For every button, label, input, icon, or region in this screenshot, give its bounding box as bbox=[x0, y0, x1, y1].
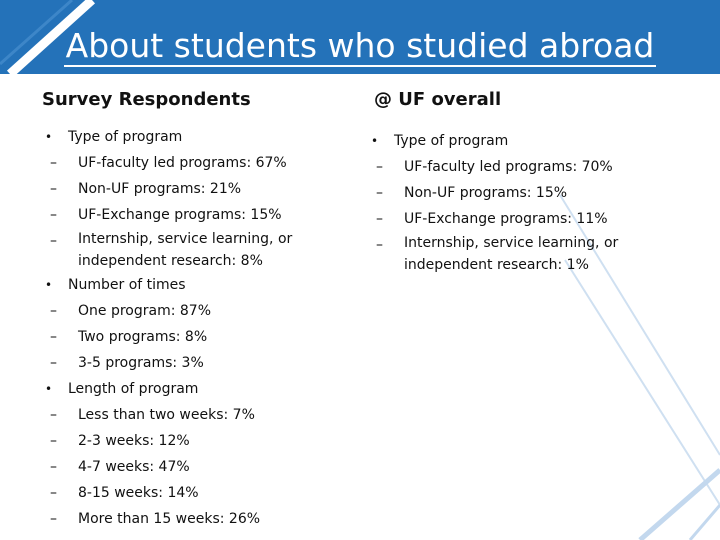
bullet-length-of-program: Length of program bbox=[42, 376, 342, 402]
right-heading: @ UF overall bbox=[374, 89, 502, 110]
sub-bullet: One program: 87% bbox=[42, 298, 342, 324]
left-bullet-list: Type of program UF-faculty led programs:… bbox=[42, 124, 342, 532]
left-column: Survey Respondents Type of program UF-fa… bbox=[42, 88, 342, 532]
right-bullet-list: Type of program UF-faculty led programs:… bbox=[368, 128, 688, 276]
sub-bullet: UF-faculty led programs: 67% bbox=[42, 150, 342, 176]
sub-bullet: 8-15 weeks: 14% bbox=[42, 480, 342, 506]
sub-bullet: Two programs: 8% bbox=[42, 324, 342, 350]
sub-bullet: Internship, service learning, or indepen… bbox=[42, 228, 342, 272]
sub-bullet: Less than two weeks: 7% bbox=[42, 402, 342, 428]
sub-bullet: 4-7 weeks: 47% bbox=[42, 454, 342, 480]
sub-bullet: UF-faculty led programs: 70% bbox=[368, 154, 688, 180]
sub-bullet: UF-Exchange programs: 11% bbox=[368, 206, 688, 232]
sub-bullet: Non-UF programs: 21% bbox=[42, 176, 342, 202]
right-column: @ UF overall Type of program UF-faculty … bbox=[368, 88, 688, 276]
title-bar bbox=[0, 0, 720, 74]
bullet-type-of-program: Type of program bbox=[368, 128, 688, 154]
sub-bullet: UF-Exchange programs: 15% bbox=[42, 202, 342, 228]
sub-bullet: Internship, service learning, or indepen… bbox=[368, 232, 688, 276]
bullet-number-of-times: Number of times bbox=[42, 272, 342, 298]
sub-bullet-text: Internship, service learning, or indepen… bbox=[404, 235, 619, 273]
sub-bullet: More than 15 weeks: 26% bbox=[42, 506, 342, 532]
left-heading: Survey Respondents bbox=[42, 89, 251, 110]
sub-bullet: Non-UF programs: 15% bbox=[368, 180, 688, 206]
sub-bullet: 2-3 weeks: 12% bbox=[42, 428, 342, 454]
sub-bullet-text: Internship, service learning, or indepen… bbox=[78, 231, 293, 269]
bullet-type-of-program: Type of program bbox=[42, 124, 342, 150]
slide-title: About students who studied abroad bbox=[63, 26, 657, 67]
sub-bullet: 3-5 programs: 3% bbox=[42, 350, 342, 376]
